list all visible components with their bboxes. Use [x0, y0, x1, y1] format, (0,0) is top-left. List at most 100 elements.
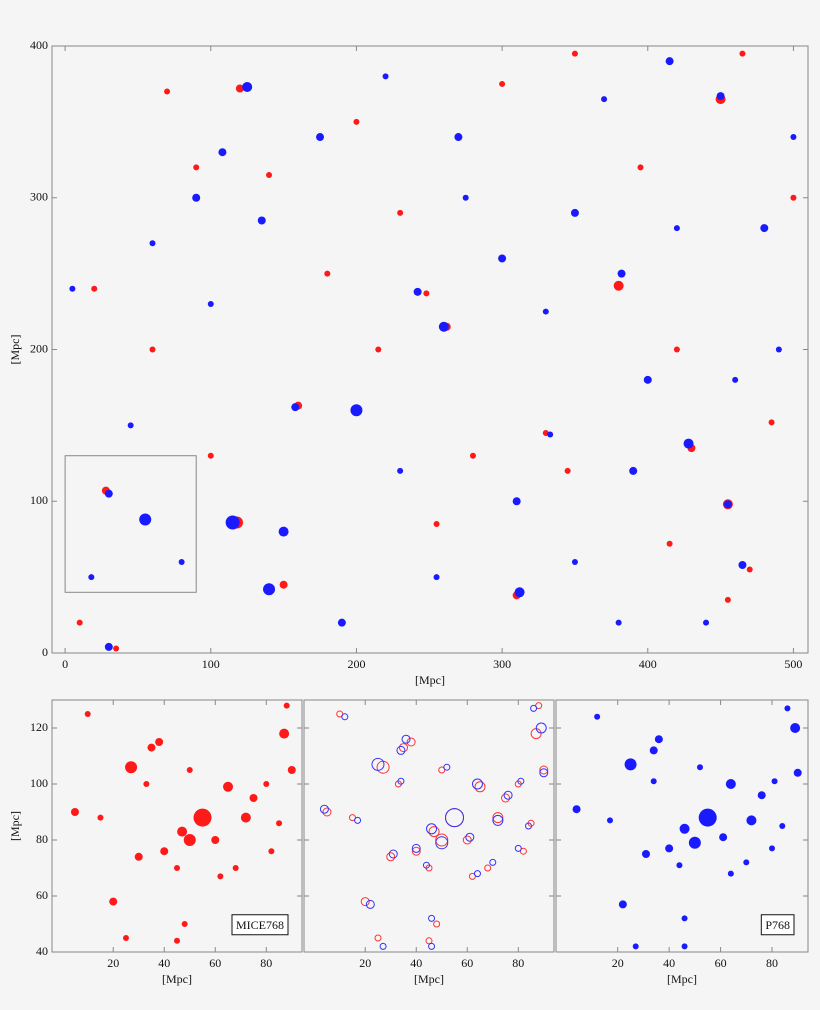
point	[433, 521, 440, 528]
point	[629, 466, 638, 475]
point	[501, 793, 511, 803]
point	[218, 148, 227, 157]
y-tick-label: 80	[36, 832, 48, 846]
point	[263, 781, 270, 787]
point	[217, 873, 224, 880]
point	[336, 710, 344, 718]
point	[542, 308, 549, 315]
x-tick-label: 40	[158, 956, 170, 970]
point	[618, 900, 627, 909]
point	[435, 833, 449, 847]
point	[232, 865, 239, 871]
y-tick-label: 300	[30, 190, 48, 204]
point	[517, 777, 525, 785]
point	[425, 937, 433, 945]
point	[539, 765, 549, 775]
point	[697, 764, 703, 771]
point	[719, 833, 728, 842]
point	[283, 702, 290, 709]
y-axis-label: [Mpc]	[8, 811, 22, 841]
x-tick-label: 20	[612, 956, 624, 970]
x-tick-label: 20	[359, 956, 371, 970]
point	[698, 808, 717, 827]
point	[723, 500, 732, 509]
x-tick-label: 0	[62, 657, 68, 671]
point	[397, 467, 404, 474]
point	[676, 862, 683, 869]
x-tick-label: 500	[784, 657, 802, 671]
point	[519, 847, 527, 855]
point	[174, 865, 180, 871]
point	[790, 134, 797, 141]
x-tick-label: 80	[766, 956, 778, 970]
point	[104, 489, 113, 498]
point	[348, 814, 356, 822]
point	[492, 812, 504, 824]
point	[397, 777, 405, 785]
plot-points	[572, 705, 802, 950]
point	[379, 942, 387, 950]
point	[350, 404, 363, 417]
point	[207, 452, 214, 459]
point	[771, 778, 778, 785]
point	[411, 846, 421, 856]
point	[192, 193, 201, 202]
point	[143, 781, 150, 787]
point	[642, 850, 650, 858]
point	[322, 807, 332, 817]
point	[462, 194, 469, 201]
point	[571, 558, 578, 565]
point	[422, 861, 430, 869]
x-axis-label: [Mpc]	[415, 673, 445, 687]
point	[784, 705, 791, 712]
point	[632, 943, 639, 950]
point	[469, 452, 476, 459]
x-tick-label: 60	[209, 956, 221, 970]
point	[186, 767, 193, 773]
point	[426, 823, 438, 835]
point	[287, 766, 296, 774]
point	[109, 897, 118, 906]
point	[738, 560, 747, 569]
point	[654, 735, 663, 744]
point	[183, 834, 196, 846]
point	[211, 836, 220, 844]
point	[69, 285, 76, 292]
point	[113, 645, 120, 652]
point	[249, 794, 258, 802]
zoom-box	[64, 455, 197, 593]
point	[398, 743, 408, 753]
point	[278, 526, 289, 537]
x-axis-label: [Mpc]	[667, 972, 697, 986]
point	[122, 935, 129, 941]
x-tick-label: 100	[202, 657, 220, 671]
point	[492, 814, 504, 826]
point	[240, 812, 251, 823]
y-tick-label: 40	[36, 944, 48, 958]
point	[174, 937, 180, 944]
plot-area	[52, 46, 808, 653]
point	[413, 287, 422, 296]
point	[70, 808, 79, 816]
point	[291, 403, 300, 412]
point	[724, 596, 731, 603]
point	[514, 844, 522, 852]
point	[681, 943, 688, 950]
point	[160, 847, 169, 856]
point	[688, 836, 701, 849]
point	[474, 781, 486, 793]
point	[757, 791, 766, 800]
point	[125, 761, 138, 774]
point	[547, 431, 554, 438]
point	[354, 816, 362, 824]
point	[673, 346, 680, 353]
point	[666, 540, 673, 547]
point	[484, 864, 492, 872]
y-tick-label: 0	[42, 645, 48, 659]
point	[139, 513, 152, 526]
point	[746, 566, 753, 573]
point	[177, 826, 188, 837]
plot-frame	[555, 699, 809, 953]
point	[473, 870, 481, 878]
